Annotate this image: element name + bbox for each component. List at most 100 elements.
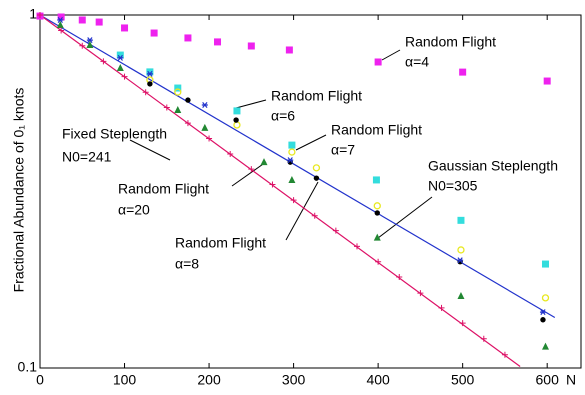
point <box>373 233 381 241</box>
point <box>543 77 551 85</box>
arrow <box>235 99 267 109</box>
point <box>146 70 153 77</box>
point <box>260 158 268 166</box>
x-tick-label: 100 <box>113 372 137 388</box>
annotation: α=6 <box>271 108 295 124</box>
annotation: α=7 <box>331 142 355 158</box>
annotation: α=4 <box>405 54 429 70</box>
point <box>353 243 360 250</box>
point <box>417 290 424 297</box>
point <box>57 13 65 21</box>
x-tick-label: 0 <box>36 372 44 388</box>
point <box>142 89 149 96</box>
point <box>57 16 64 23</box>
point <box>86 41 94 49</box>
point <box>311 212 318 219</box>
point <box>37 12 43 18</box>
arrow <box>231 161 267 187</box>
point <box>287 157 294 164</box>
point <box>233 107 241 115</box>
point <box>201 102 208 108</box>
annotation: α=20 <box>118 202 150 218</box>
point <box>288 141 296 149</box>
plot-frame <box>39 14 582 369</box>
point <box>121 73 128 80</box>
point <box>201 123 209 131</box>
annotation: Random Flight <box>175 235 266 251</box>
point <box>541 260 549 268</box>
arrow <box>285 181 319 241</box>
annotation: α=8 <box>175 256 199 272</box>
point <box>459 320 466 327</box>
point <box>233 117 239 123</box>
point <box>214 38 222 46</box>
point <box>459 68 467 76</box>
point <box>539 309 546 316</box>
arrow <box>381 49 401 61</box>
point <box>79 42 86 49</box>
x-tick-label: 500 <box>451 372 475 388</box>
point <box>247 42 255 50</box>
point <box>438 304 445 311</box>
point <box>541 294 550 302</box>
point <box>396 274 403 281</box>
point <box>121 24 129 32</box>
point <box>184 120 191 127</box>
x-tick-label: 400 <box>366 372 390 388</box>
point <box>146 68 154 76</box>
x-tick-label: 300 <box>282 372 306 388</box>
x-tick-label: 200 <box>197 372 221 388</box>
point <box>147 81 153 87</box>
point <box>184 34 192 42</box>
point <box>206 135 213 142</box>
point <box>540 317 546 323</box>
point <box>541 342 549 350</box>
point <box>457 257 464 264</box>
point <box>174 106 182 114</box>
point <box>174 88 182 96</box>
arrow <box>295 134 327 151</box>
point <box>100 58 107 65</box>
annotations: Random Flight α=4 Random Flight α=6 Rand… <box>62 34 558 272</box>
annotation: Random Flight <box>271 88 362 104</box>
point <box>372 176 380 184</box>
point <box>185 97 191 103</box>
point <box>312 164 321 172</box>
point <box>116 51 124 59</box>
point <box>116 63 124 71</box>
point <box>86 37 93 44</box>
annotation: Random Flight <box>405 34 496 50</box>
point <box>373 202 381 210</box>
y-axis-label: Fractional Abundance of 0₁ knots <box>11 88 27 293</box>
point <box>150 29 158 37</box>
point <box>163 104 170 111</box>
point <box>174 84 182 92</box>
point <box>457 291 465 299</box>
arrow <box>129 139 171 161</box>
point <box>233 121 241 129</box>
point <box>117 54 124 61</box>
annotation: Fixed Steplength <box>62 126 167 142</box>
point <box>227 150 234 157</box>
y-tick-label: 1 <box>29 6 37 22</box>
annotation: Random Flight <box>118 181 209 197</box>
annotation: Random Flight <box>331 122 422 138</box>
point <box>457 246 465 254</box>
x-axis-label: N <box>566 372 576 388</box>
point <box>313 175 320 181</box>
point <box>480 335 487 342</box>
point <box>332 227 339 234</box>
point <box>269 181 276 188</box>
point <box>288 175 296 183</box>
point <box>248 166 255 173</box>
fit-line <box>39 14 556 319</box>
point <box>287 159 293 165</box>
point <box>285 46 293 54</box>
annotation: N0=305 <box>428 178 478 194</box>
annotation: Gaussian Steplength <box>428 158 558 174</box>
point <box>288 148 296 156</box>
arrow <box>377 196 433 239</box>
point <box>501 351 508 358</box>
x-tick-label: 600 <box>536 372 560 388</box>
